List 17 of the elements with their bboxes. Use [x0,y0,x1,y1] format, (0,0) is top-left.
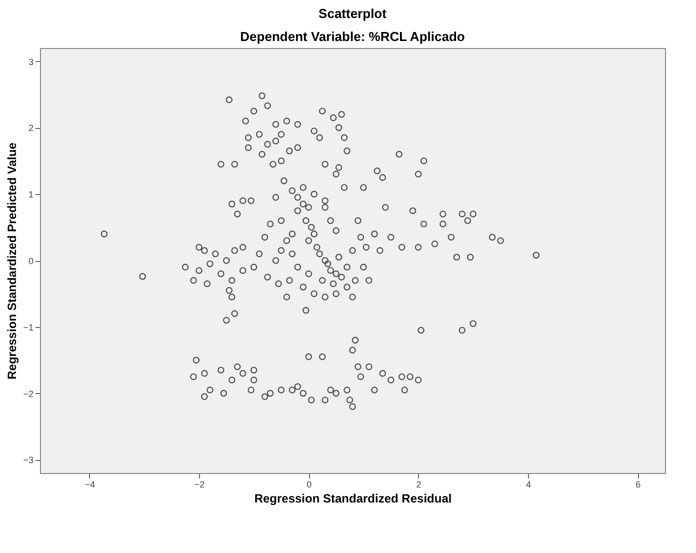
x-axis-title: Regression Standardized Residual [254,492,452,506]
y-tick-label: 3 [28,56,34,67]
y-tick-label: −1 [23,322,34,332]
y-tick-label: −3 [23,455,34,466]
y-axis-title: Regression Standardized Predicted Value [5,142,20,380]
x-tick-label: −4 [84,480,95,490]
y-tick-label: 0 [28,256,34,266]
y-tick-label: 1 [28,190,34,200]
x-tick-label: −2 [194,480,205,490]
y-tick-label: −2 [23,388,34,399]
chart-title: Scatterplot [318,6,388,21]
y-tick-label: 2 [28,123,34,134]
x-tick-label: 2 [416,480,422,490]
chart-subtitle: Dependent Variable: %RCL Aplicado [240,29,465,44]
x-tick-label: 4 [526,480,531,490]
x-tick-label: 6 [636,480,641,490]
x-tick-label: 0 [306,480,312,490]
